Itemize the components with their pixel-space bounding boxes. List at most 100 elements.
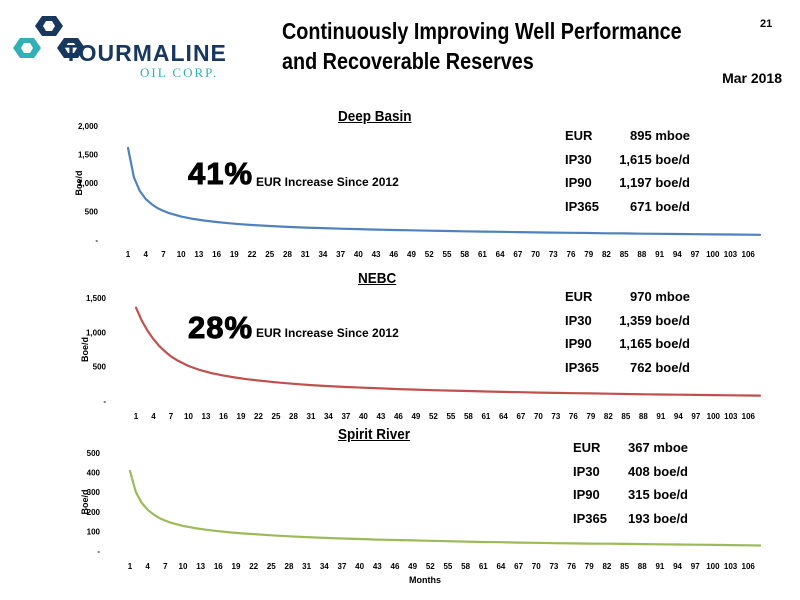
stat-value: 1,165 boe/d: [619, 336, 690, 351]
x-tick-label: 103: [724, 412, 738, 421]
stat-value: 367 mboe: [628, 440, 688, 455]
x-tick-label: 16: [214, 562, 223, 571]
y-tick-label: 500: [93, 363, 107, 372]
stat-label: IP90: [565, 175, 592, 190]
x-tick-label: 73: [549, 250, 558, 259]
x-tick-label: 16: [219, 412, 228, 421]
y-tick-label: 2,000: [78, 122, 99, 131]
x-tick-label: 37: [336, 250, 345, 259]
x-tick-label: 94: [674, 412, 683, 421]
x-tick-label: 79: [586, 412, 595, 421]
x-tick-label: 79: [584, 250, 593, 259]
y-tick-label: 1,000: [86, 328, 107, 337]
x-tick-label: 10: [184, 412, 193, 421]
x-tick-label: 100: [706, 250, 720, 259]
x-tick-label: 34: [318, 250, 327, 259]
x-tick-label: 1: [128, 562, 133, 571]
x-tick-label: 97: [691, 412, 700, 421]
x-tick-label: 19: [230, 250, 239, 259]
stat-label: IP30: [565, 312, 592, 328]
x-tick-label: 19: [232, 562, 241, 571]
x-tick-label: 55: [446, 412, 455, 421]
stat-label: EUR: [565, 128, 593, 143]
stat-row: IP30 1,615 boe/d: [565, 152, 690, 176]
y-tick-label: 100: [87, 527, 101, 536]
x-tick-label: 28: [283, 250, 292, 259]
stat-value: 1,359 boe/d: [619, 312, 690, 328]
x-tick-label: 76: [567, 250, 576, 259]
x-tick-label: 13: [194, 250, 203, 259]
stat-label: IP90: [573, 487, 600, 502]
x-tick-label: 103: [724, 250, 738, 259]
stat-row: IP365 193 boe/d: [573, 511, 688, 535]
page-number: 21: [760, 18, 773, 30]
x-tick-label: 43: [372, 250, 381, 259]
y-tick-label: -: [97, 547, 100, 556]
x-tick-label: 49: [408, 562, 417, 571]
stat-value: 895 mboe: [630, 128, 690, 143]
x-tick-label: 37: [338, 562, 347, 571]
title-line-1: Continuously Improving Well Performance: [282, 18, 682, 44]
x-tick-label: 40: [359, 412, 368, 421]
y-tick-label: 300: [87, 488, 101, 497]
stat-label: IP90: [565, 336, 592, 351]
x-tick-label: 31: [307, 412, 316, 421]
x-tick-label: 106: [742, 250, 756, 259]
chart-3: - 100 200 300 400 500 Boe/d 1 4 7 10 13 16 19 22 25 28 31…: [80, 449, 762, 585]
x-tick-label: 4: [151, 412, 156, 421]
x-tick-label: 25: [272, 412, 281, 421]
x-tick-label: 64: [496, 250, 505, 259]
stat-row: IP30 1,359 boe/d: [565, 313, 690, 337]
x-tick-label: 28: [289, 412, 298, 421]
x-tick-label: 82: [602, 250, 611, 259]
x-tick-label: 97: [691, 250, 700, 259]
x-tick-label: 46: [389, 250, 398, 259]
y-tick-label: 400: [87, 469, 101, 478]
x-tick-label: 34: [320, 562, 329, 571]
x-tick-label: 49: [411, 412, 420, 421]
stat-row: IP365 762 boe/d: [565, 360, 690, 384]
chart-2: - 500 1,000 1,500 Boe/d 1 4 7 10 13 16 19 22 25 28 31 34…: [80, 294, 762, 421]
x-tick-label: 46: [394, 412, 403, 421]
x-tick-label: 7: [169, 412, 174, 421]
x-tick-label: 22: [249, 562, 258, 571]
x-tick-label: 28: [285, 562, 294, 571]
stat-row: IP90 1,197 boe/d: [565, 175, 690, 199]
x-tick-label: 13: [196, 562, 205, 571]
stat-row: EUR 367 mboe: [573, 440, 688, 464]
x-tick-label: 52: [425, 250, 434, 259]
date-label: Mar 2018: [722, 70, 782, 86]
x-tick-label: 25: [265, 250, 274, 259]
x-tick-label: 91: [655, 250, 664, 259]
x-tick-label: 58: [461, 562, 470, 571]
nebc-increase-text: EUR Increase Since 2012: [256, 326, 399, 340]
x-tick-label: 67: [516, 412, 525, 421]
tourmaline-logo: TOURMALINE OIL CORP.: [12, 12, 242, 84]
x-tick-label: 19: [237, 412, 246, 421]
x-axis-label: Months: [409, 575, 441, 585]
page-title: Continuously Improving Well Performance …: [282, 16, 686, 76]
x-tick-label: 103: [724, 562, 738, 571]
y-axis-label: Boe/d: [80, 337, 90, 362]
x-tick-label: 94: [673, 562, 682, 571]
chart-title-nebc: NEBC: [358, 270, 397, 287]
x-tick-label: 34: [324, 412, 333, 421]
x-tick-label: 16: [212, 250, 221, 259]
nebc-stats: EUR 970 mboe IP30 1,359 boe/d IP90 1,165 bo…: [565, 289, 690, 383]
x-tick-label: 4: [145, 562, 150, 571]
stat-label: IP365: [565, 198, 599, 214]
deep-basin-stats: EUR 895 mboe IP30 1,615 boe/d IP90 1,197 bo…: [565, 128, 690, 222]
x-tick-label: 73: [549, 562, 558, 571]
x-tick-label: 52: [429, 412, 438, 421]
x-tick-label: 106: [742, 562, 756, 571]
chart-1: - 500 1,000 1,500 2,000 Boe/d 1 4 7 10 13 16 19 22 25 2…: [74, 122, 762, 259]
company-subname: OIL CORP.: [140, 65, 219, 80]
series-line-spirit-river: [128, 469, 762, 547]
stat-row: IP90 1,165 boe/d: [565, 336, 690, 360]
x-tick-label: 64: [499, 412, 508, 421]
x-tick-label: 100: [707, 412, 721, 421]
x-tick-label: 61: [478, 250, 487, 259]
nebc-increase-pct: 28%: [187, 310, 254, 345]
title-line-2: and Recoverable Reserves: [282, 48, 534, 74]
x-tick-label: 67: [514, 562, 523, 571]
